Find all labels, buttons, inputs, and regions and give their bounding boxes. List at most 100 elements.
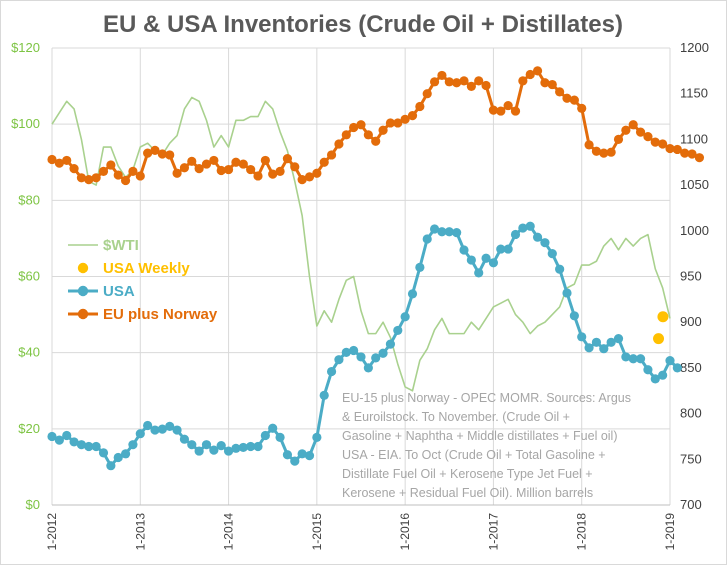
x-tick-label: 1-2015 — [310, 513, 324, 551]
point-usa — [518, 223, 528, 233]
point-eu-plus-norway — [547, 79, 557, 90]
point-usa — [209, 445, 219, 455]
point-eu-plus-norway — [282, 153, 293, 164]
point-eu-plus-norway — [209, 155, 219, 166]
point-usa — [422, 234, 432, 244]
legend-label: $WTI — [103, 237, 139, 254]
point-usa — [613, 334, 624, 344]
x-tick-label: 1-2014 — [222, 513, 236, 551]
x-tick-label: 1-2017 — [486, 513, 500, 551]
point-usa — [150, 425, 160, 435]
point-usa — [635, 354, 646, 364]
point-eu-plus-norway — [613, 134, 624, 144]
left-tick-label: $60 — [18, 269, 40, 284]
point-usa — [231, 443, 241, 453]
point-usa — [91, 441, 101, 452]
point-usa — [452, 228, 462, 238]
right-tick-label: 700 — [680, 497, 702, 512]
point-eu-plus-norway — [143, 148, 153, 158]
annotation-line: USA - EIA. To Oct (Crude Oil + Total Gas… — [342, 448, 606, 462]
x-tick-label: 1-2016 — [398, 513, 412, 551]
chart-title: EU & USA Inventories (Crude Oil + Distil… — [103, 11, 623, 38]
point-eu-plus-norway — [665, 143, 675, 154]
point-usa — [157, 424, 167, 434]
left-tick-label: $40 — [18, 345, 40, 360]
point-eu-plus-norway — [246, 164, 256, 175]
point-usa — [187, 440, 197, 450]
point-eu-plus-norway — [356, 120, 366, 130]
point-usa — [135, 429, 145, 439]
annotation-line: Gasoline + Naphtha + Middle distillates … — [342, 429, 618, 443]
point-eu-plus-norway — [290, 162, 300, 172]
annotation-line: & Euroilstock. To November. (Crude Oil + — [342, 410, 570, 424]
point-eu-plus-norway — [525, 69, 535, 80]
point-eu-plus-norway — [98, 166, 109, 176]
point-usa — [326, 366, 337, 377]
point-usa — [474, 268, 484, 278]
legend-label: USA — [103, 283, 135, 300]
point-eu-plus-norway — [297, 175, 307, 185]
point-usa — [643, 365, 653, 375]
point-eu-plus-norway — [650, 137, 660, 147]
point-usa — [672, 363, 682, 373]
point-eu-plus-norway — [481, 80, 491, 91]
left-tick-label: $100 — [11, 116, 40, 131]
point-eu-plus-norway — [47, 154, 57, 165]
series-line-wti — [51, 96, 671, 392]
point-eu-plus-norway — [223, 164, 234, 175]
point-usa-weekly — [657, 311, 669, 323]
point-eu-plus-norway — [488, 105, 499, 115]
point-eu-plus-norway — [150, 145, 160, 155]
point-eu-plus-norway — [577, 103, 587, 113]
point-usa — [84, 441, 94, 452]
left-tick-label: $20 — [18, 421, 40, 436]
point-usa — [385, 339, 396, 349]
point-eu-plus-norway — [120, 175, 131, 186]
point-usa — [393, 325, 403, 336]
point-usa — [223, 446, 234, 456]
point-usa — [532, 232, 543, 242]
point-usa — [555, 264, 565, 274]
point-eu-plus-norway — [326, 150, 337, 160]
legend-item: USA — [68, 283, 135, 300]
point-usa — [282, 450, 293, 460]
point-usa — [334, 355, 344, 365]
point-eu-plus-norway — [540, 78, 550, 88]
point-eu-plus-norway — [113, 170, 123, 180]
point-usa — [54, 435, 64, 445]
point-eu-plus-norway — [371, 136, 381, 146]
source-annotation: EU-15 plus Norway - OPEC MOMR. Sources: … — [342, 391, 631, 500]
point-eu-plus-norway — [106, 160, 116, 170]
annotation-line: EU-15 plus Norway - OPEC MOMR. Sources: … — [342, 391, 631, 405]
legend-label: EU plus Norway — [103, 306, 218, 323]
x-tick-label: 1-2018 — [575, 513, 589, 551]
point-eu-plus-norway — [474, 76, 484, 86]
point-usa — [525, 221, 535, 231]
point-eu-plus-norway — [643, 132, 653, 142]
point-eu-plus-norway — [422, 89, 432, 99]
point-usa — [562, 288, 572, 298]
point-usa — [165, 421, 175, 431]
point-eu-plus-norway — [165, 150, 175, 160]
series-line-eu-plus-norway — [51, 69, 701, 183]
point-usa — [143, 420, 153, 431]
series — [47, 66, 705, 471]
point-usa — [584, 343, 594, 353]
legend: $WTI USA Weekly USA EU plus Norway — [68, 237, 218, 323]
x-tick-label: 1-2012 — [45, 513, 59, 551]
point-eu-plus-norway — [680, 148, 690, 158]
point-eu-plus-norway — [599, 148, 609, 158]
point-usa — [540, 238, 550, 248]
right-tick-label: 1200 — [680, 40, 709, 55]
point-usa — [444, 227, 454, 237]
point-usa — [238, 442, 248, 453]
point-usa — [569, 311, 579, 321]
point-usa — [606, 337, 616, 347]
right-tick-label: 750 — [680, 451, 702, 466]
legend-swatch-dot — [77, 262, 89, 274]
right-tick-label: 1000 — [680, 223, 709, 238]
point-usa — [407, 289, 418, 299]
axes: $0 $20 $40 $60 $80 $100 $120 700 750 800 850 900 950… — [11, 40, 709, 550]
right-tick-label: 1100 — [680, 131, 708, 146]
